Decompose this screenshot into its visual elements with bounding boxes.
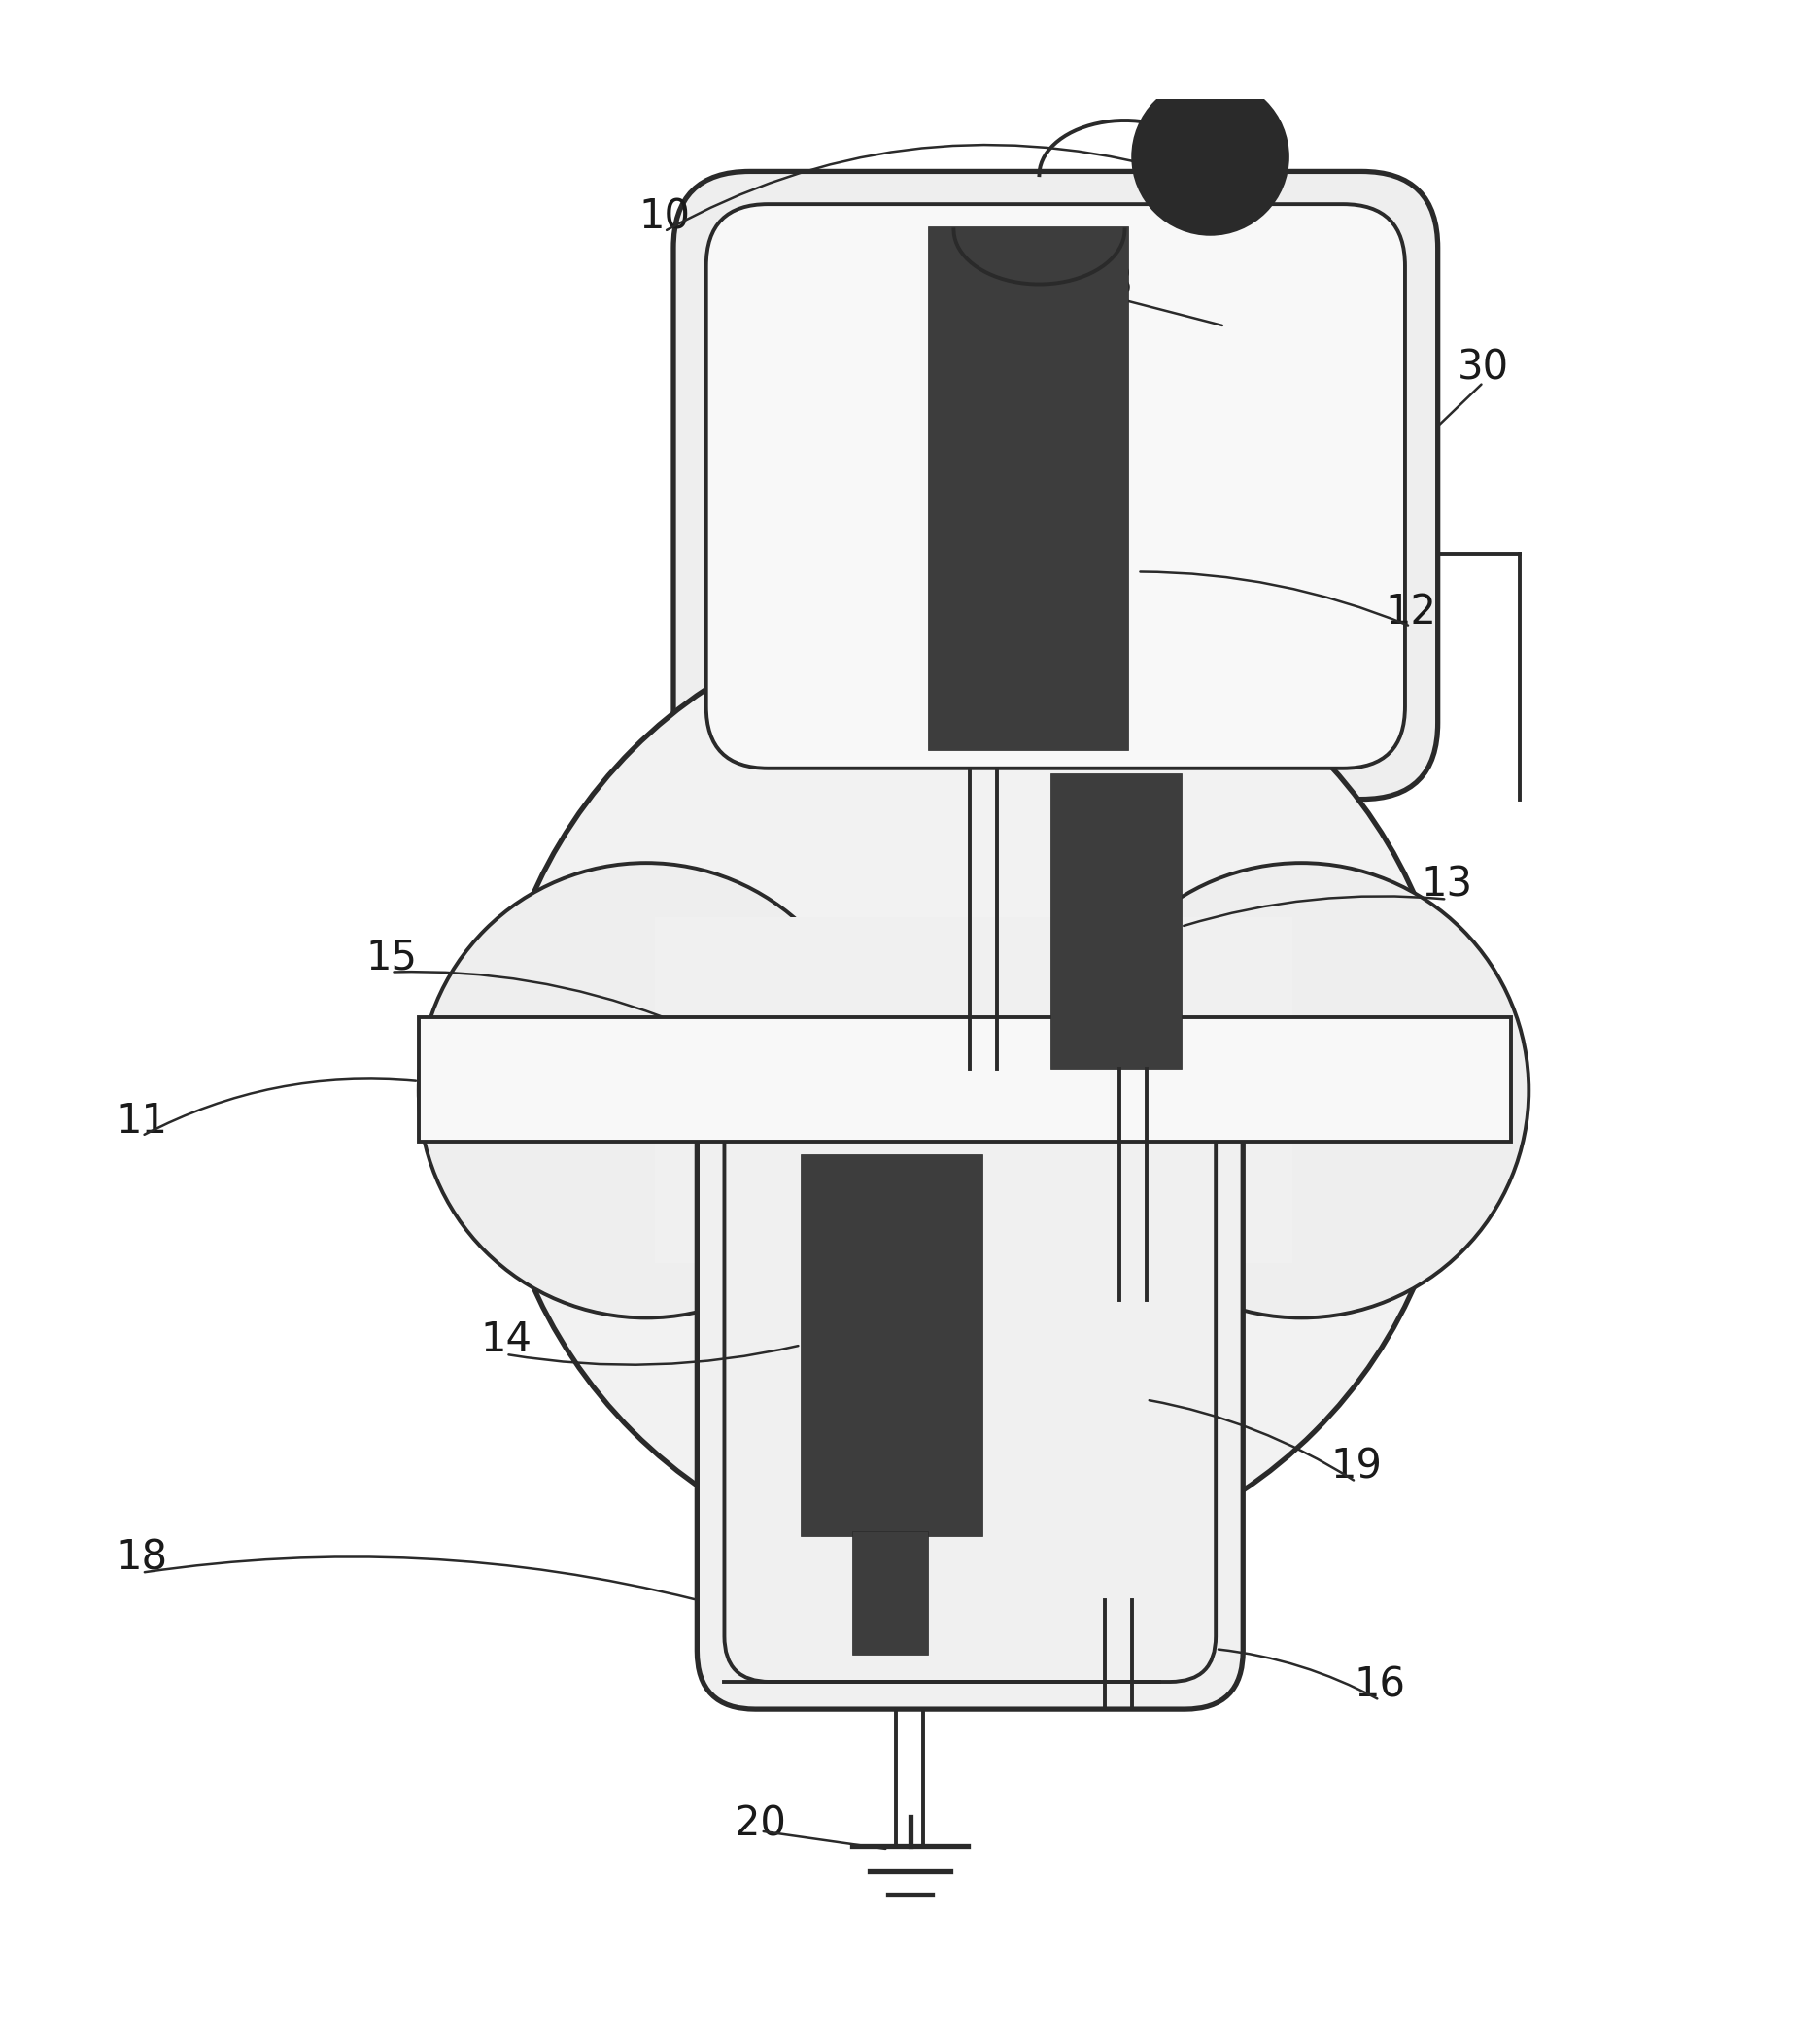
Circle shape (491, 609, 1456, 1573)
Text: 15: 15 (366, 938, 417, 978)
Text: 13: 13 (1421, 865, 1472, 906)
Bar (1050, 775, 1181, 1069)
Circle shape (419, 863, 874, 1317)
FancyBboxPatch shape (673, 171, 1438, 799)
FancyBboxPatch shape (706, 204, 1405, 768)
Bar (852, 1531, 928, 1654)
Text: 8: 8 (1107, 264, 1132, 305)
Text: 11: 11 (116, 1101, 167, 1142)
Text: 12: 12 (1385, 591, 1436, 631)
Text: 16: 16 (1354, 1666, 1405, 1706)
Text: 18: 18 (116, 1537, 167, 1579)
Circle shape (1134, 81, 1287, 234)
Circle shape (1074, 863, 1529, 1317)
FancyBboxPatch shape (697, 1037, 1243, 1708)
Bar (801, 1154, 983, 1537)
Text: 30: 30 (1458, 347, 1509, 389)
Text: 20: 20 (735, 1803, 786, 1844)
Bar (928, 226, 1128, 750)
Bar (655, 918, 1292, 1263)
Text: 14: 14 (480, 1319, 531, 1359)
Text: 19: 19 (1330, 1446, 1381, 1487)
Bar (419, 1019, 1511, 1142)
Text: 10: 10 (639, 196, 690, 238)
